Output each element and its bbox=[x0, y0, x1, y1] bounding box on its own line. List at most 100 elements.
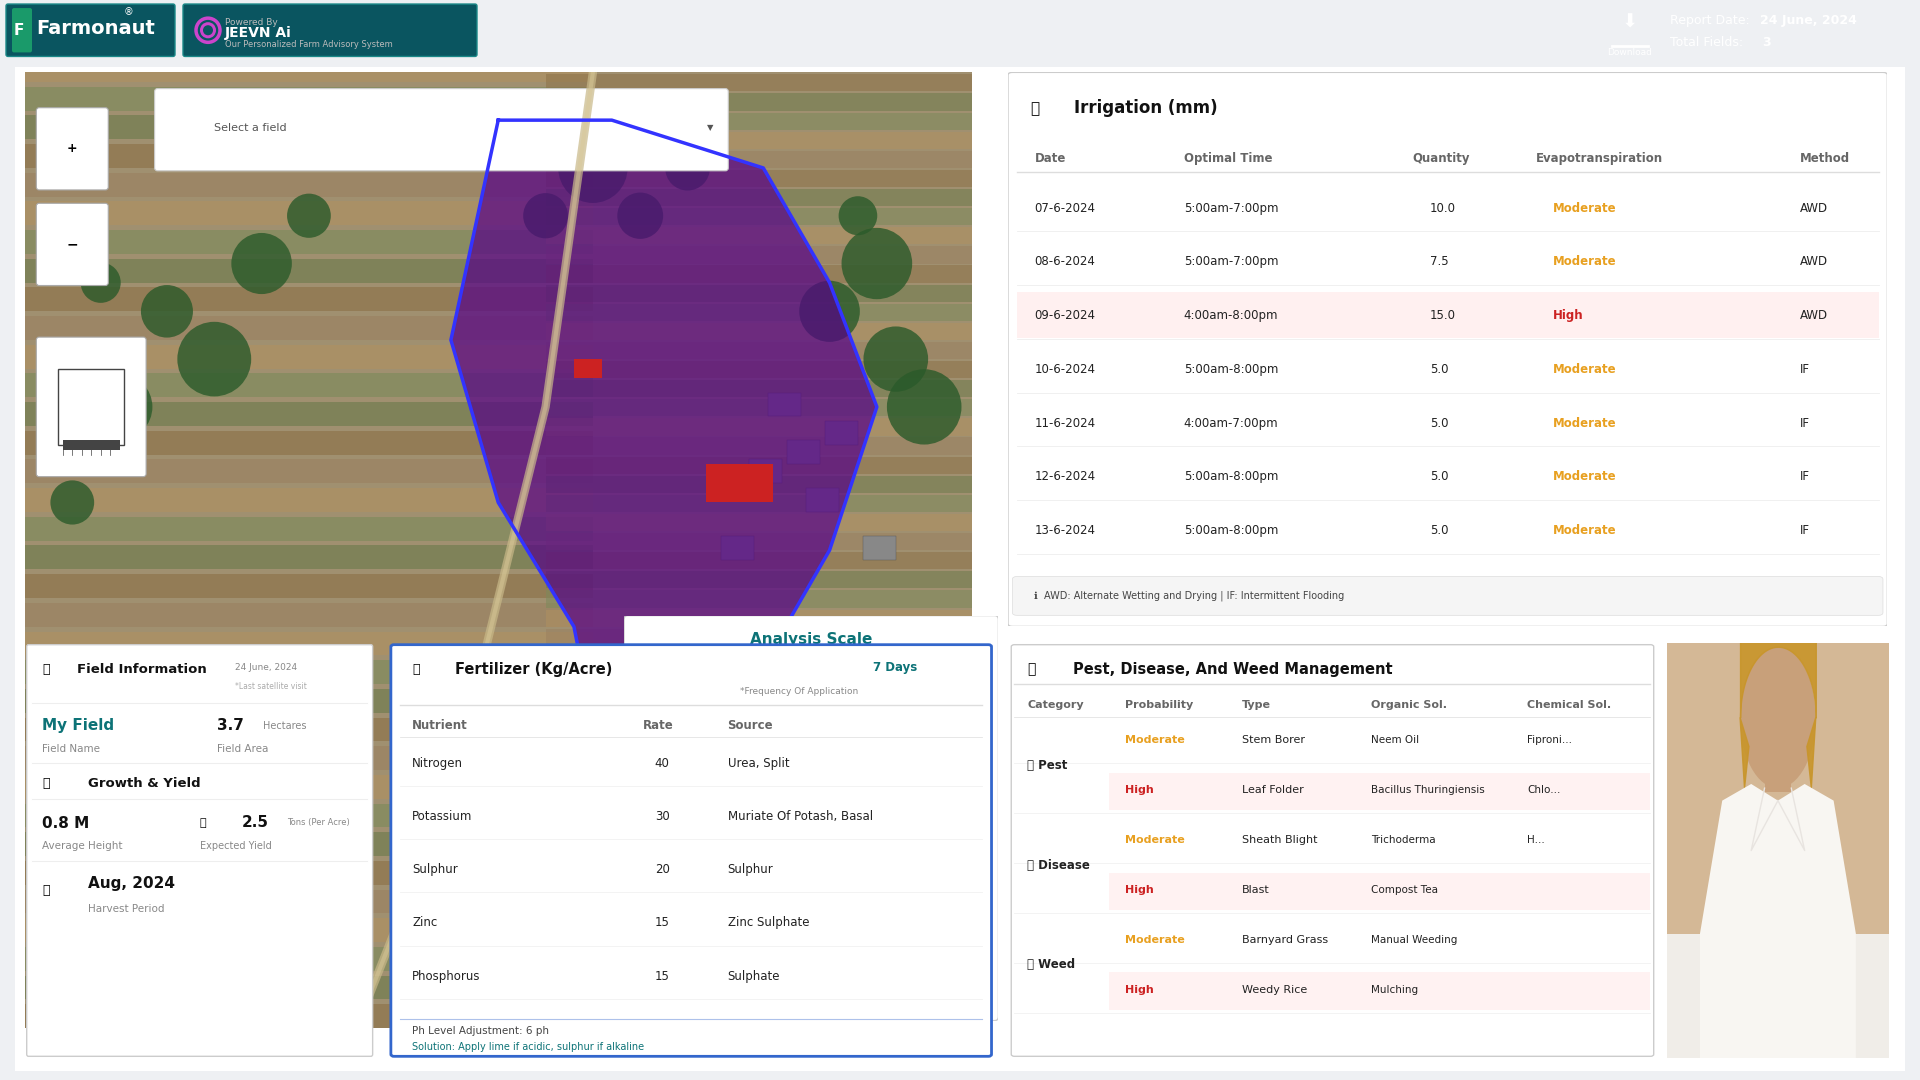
Bar bbox=[25, 58, 593, 82]
Bar bbox=[545, 246, 972, 264]
Bar bbox=[545, 475, 972, 492]
Circle shape bbox=[200, 23, 215, 38]
Text: 🧪: 🧪 bbox=[413, 663, 420, 676]
Polygon shape bbox=[714, 751, 730, 766]
Text: Moderate: Moderate bbox=[1553, 417, 1617, 430]
FancyBboxPatch shape bbox=[156, 89, 728, 171]
Circle shape bbox=[50, 481, 94, 525]
Text: 09-6-2024: 09-6-2024 bbox=[1035, 309, 1096, 322]
Bar bbox=[545, 93, 972, 110]
Text: ℹ  AWD: Alternate Wetting and Drying | IF: Intermittent Flooding: ℹ AWD: Alternate Wetting and Drying | IF… bbox=[1035, 590, 1344, 600]
Bar bbox=[545, 112, 972, 130]
Bar bbox=[545, 991, 972, 1009]
Bar bbox=[25, 575, 593, 598]
Text: Evapotranspiration: Evapotranspiration bbox=[1536, 151, 1663, 165]
Text: Requires Irrigation Attention: Requires Irrigation Attention bbox=[672, 875, 801, 883]
Text: Moderate: Moderate bbox=[1553, 470, 1617, 484]
Text: Select a field: Select a field bbox=[215, 123, 286, 133]
Bar bbox=[545, 552, 972, 569]
Text: Requires Crop Health Attention: Requires Crop Health Attention bbox=[672, 827, 814, 837]
Text: AWD: AWD bbox=[1799, 255, 1828, 268]
Bar bbox=[25, 774, 593, 799]
Text: Average Height: Average Height bbox=[42, 841, 123, 851]
Text: 5.0: 5.0 bbox=[1430, 470, 1448, 484]
FancyBboxPatch shape bbox=[1108, 873, 1651, 910]
Bar bbox=[545, 457, 972, 474]
Bar bbox=[545, 151, 972, 167]
Text: Nitrogen: Nitrogen bbox=[413, 757, 463, 770]
Polygon shape bbox=[1699, 784, 1857, 1058]
Text: 0.8 M: 0.8 M bbox=[42, 816, 90, 831]
Text: 7 Days: 7 Days bbox=[874, 661, 918, 674]
Bar bbox=[545, 342, 972, 359]
Circle shape bbox=[839, 197, 877, 235]
Bar bbox=[545, 495, 972, 512]
Text: Mulching: Mulching bbox=[1371, 985, 1419, 995]
Circle shape bbox=[841, 228, 912, 299]
Bar bbox=[545, 380, 972, 397]
Bar bbox=[545, 571, 972, 589]
FancyBboxPatch shape bbox=[12, 8, 33, 53]
Text: Moderate: Moderate bbox=[1125, 835, 1185, 846]
Text: 5:00am-7:00pm: 5:00am-7:00pm bbox=[1185, 255, 1279, 268]
Circle shape bbox=[86, 374, 152, 440]
Text: Farmonaut: Farmonaut bbox=[36, 18, 156, 38]
Text: 🌍 Leaflet | © OpenStreetMap contributors, Google: 🌍 Leaflet | © OpenStreetMap contributors… bbox=[419, 1014, 578, 1021]
Bar bbox=[545, 877, 972, 894]
Circle shape bbox=[1740, 647, 1816, 788]
Text: 🐛 Pest: 🐛 Pest bbox=[1027, 759, 1068, 772]
Bar bbox=[545, 1011, 972, 1028]
Circle shape bbox=[559, 133, 628, 203]
Bar bbox=[545, 705, 972, 723]
Text: AWD: AWD bbox=[1799, 202, 1828, 215]
Circle shape bbox=[887, 369, 962, 445]
Text: for Hybrid: for Hybrid bbox=[780, 660, 843, 673]
Bar bbox=[545, 189, 972, 206]
Text: JEEVN Ai: JEEVN Ai bbox=[225, 26, 292, 40]
Polygon shape bbox=[1807, 717, 1816, 788]
Circle shape bbox=[639, 914, 660, 937]
Polygon shape bbox=[1740, 717, 1749, 788]
Circle shape bbox=[799, 281, 860, 342]
Bar bbox=[545, 514, 972, 531]
Text: 50 m: 50 m bbox=[96, 969, 115, 977]
Text: 15.0: 15.0 bbox=[1430, 309, 1455, 322]
Text: H...: H... bbox=[1526, 835, 1546, 846]
Text: 08-6-2024: 08-6-2024 bbox=[1035, 255, 1094, 268]
Bar bbox=[545, 648, 972, 665]
Text: High: High bbox=[1125, 985, 1154, 995]
Text: Field Name: Field Name bbox=[42, 744, 100, 754]
FancyBboxPatch shape bbox=[36, 108, 108, 190]
Text: Critical Crop Health & Irrigation: Critical Crop Health & Irrigation bbox=[672, 921, 816, 930]
Text: 🌱: 🌱 bbox=[42, 778, 50, 791]
Bar bbox=[545, 743, 972, 760]
Text: Trichoderma: Trichoderma bbox=[1371, 835, 1436, 846]
Text: Moderate: Moderate bbox=[1125, 735, 1185, 745]
Bar bbox=[25, 746, 593, 770]
Text: Organic Sol.: Organic Sol. bbox=[1371, 700, 1448, 710]
Text: 300 ft: 300 ft bbox=[96, 996, 115, 1000]
FancyBboxPatch shape bbox=[392, 645, 991, 1056]
Bar bbox=[545, 725, 972, 741]
Text: Chlo...: Chlo... bbox=[1526, 785, 1561, 795]
Text: F: F bbox=[13, 23, 25, 38]
Bar bbox=[1764, 764, 1791, 793]
Text: AWD: AWD bbox=[1799, 309, 1828, 322]
Text: High: High bbox=[1125, 785, 1154, 795]
Text: Powered By: Powered By bbox=[225, 17, 278, 27]
Text: 🍃: 🍃 bbox=[1027, 663, 1037, 677]
Polygon shape bbox=[730, 804, 760, 860]
FancyBboxPatch shape bbox=[1012, 645, 1653, 1056]
Text: Ph Level Adjustment: 6 ph: Ph Level Adjustment: 6 ph bbox=[413, 1026, 549, 1037]
Text: Potassium: Potassium bbox=[413, 810, 472, 823]
Text: 4:00am-7:00pm: 4:00am-7:00pm bbox=[1185, 417, 1279, 430]
Text: Bacillus Thuringiensis: Bacillus Thuringiensis bbox=[1371, 785, 1486, 795]
Polygon shape bbox=[730, 769, 770, 794]
Bar bbox=[25, 861, 593, 885]
Text: IF: IF bbox=[1799, 524, 1809, 537]
Text: 10.0: 10.0 bbox=[1430, 202, 1455, 215]
Bar bbox=[862, 536, 897, 559]
FancyBboxPatch shape bbox=[182, 4, 476, 56]
Bar bbox=[25, 374, 593, 397]
Bar bbox=[545, 323, 972, 340]
